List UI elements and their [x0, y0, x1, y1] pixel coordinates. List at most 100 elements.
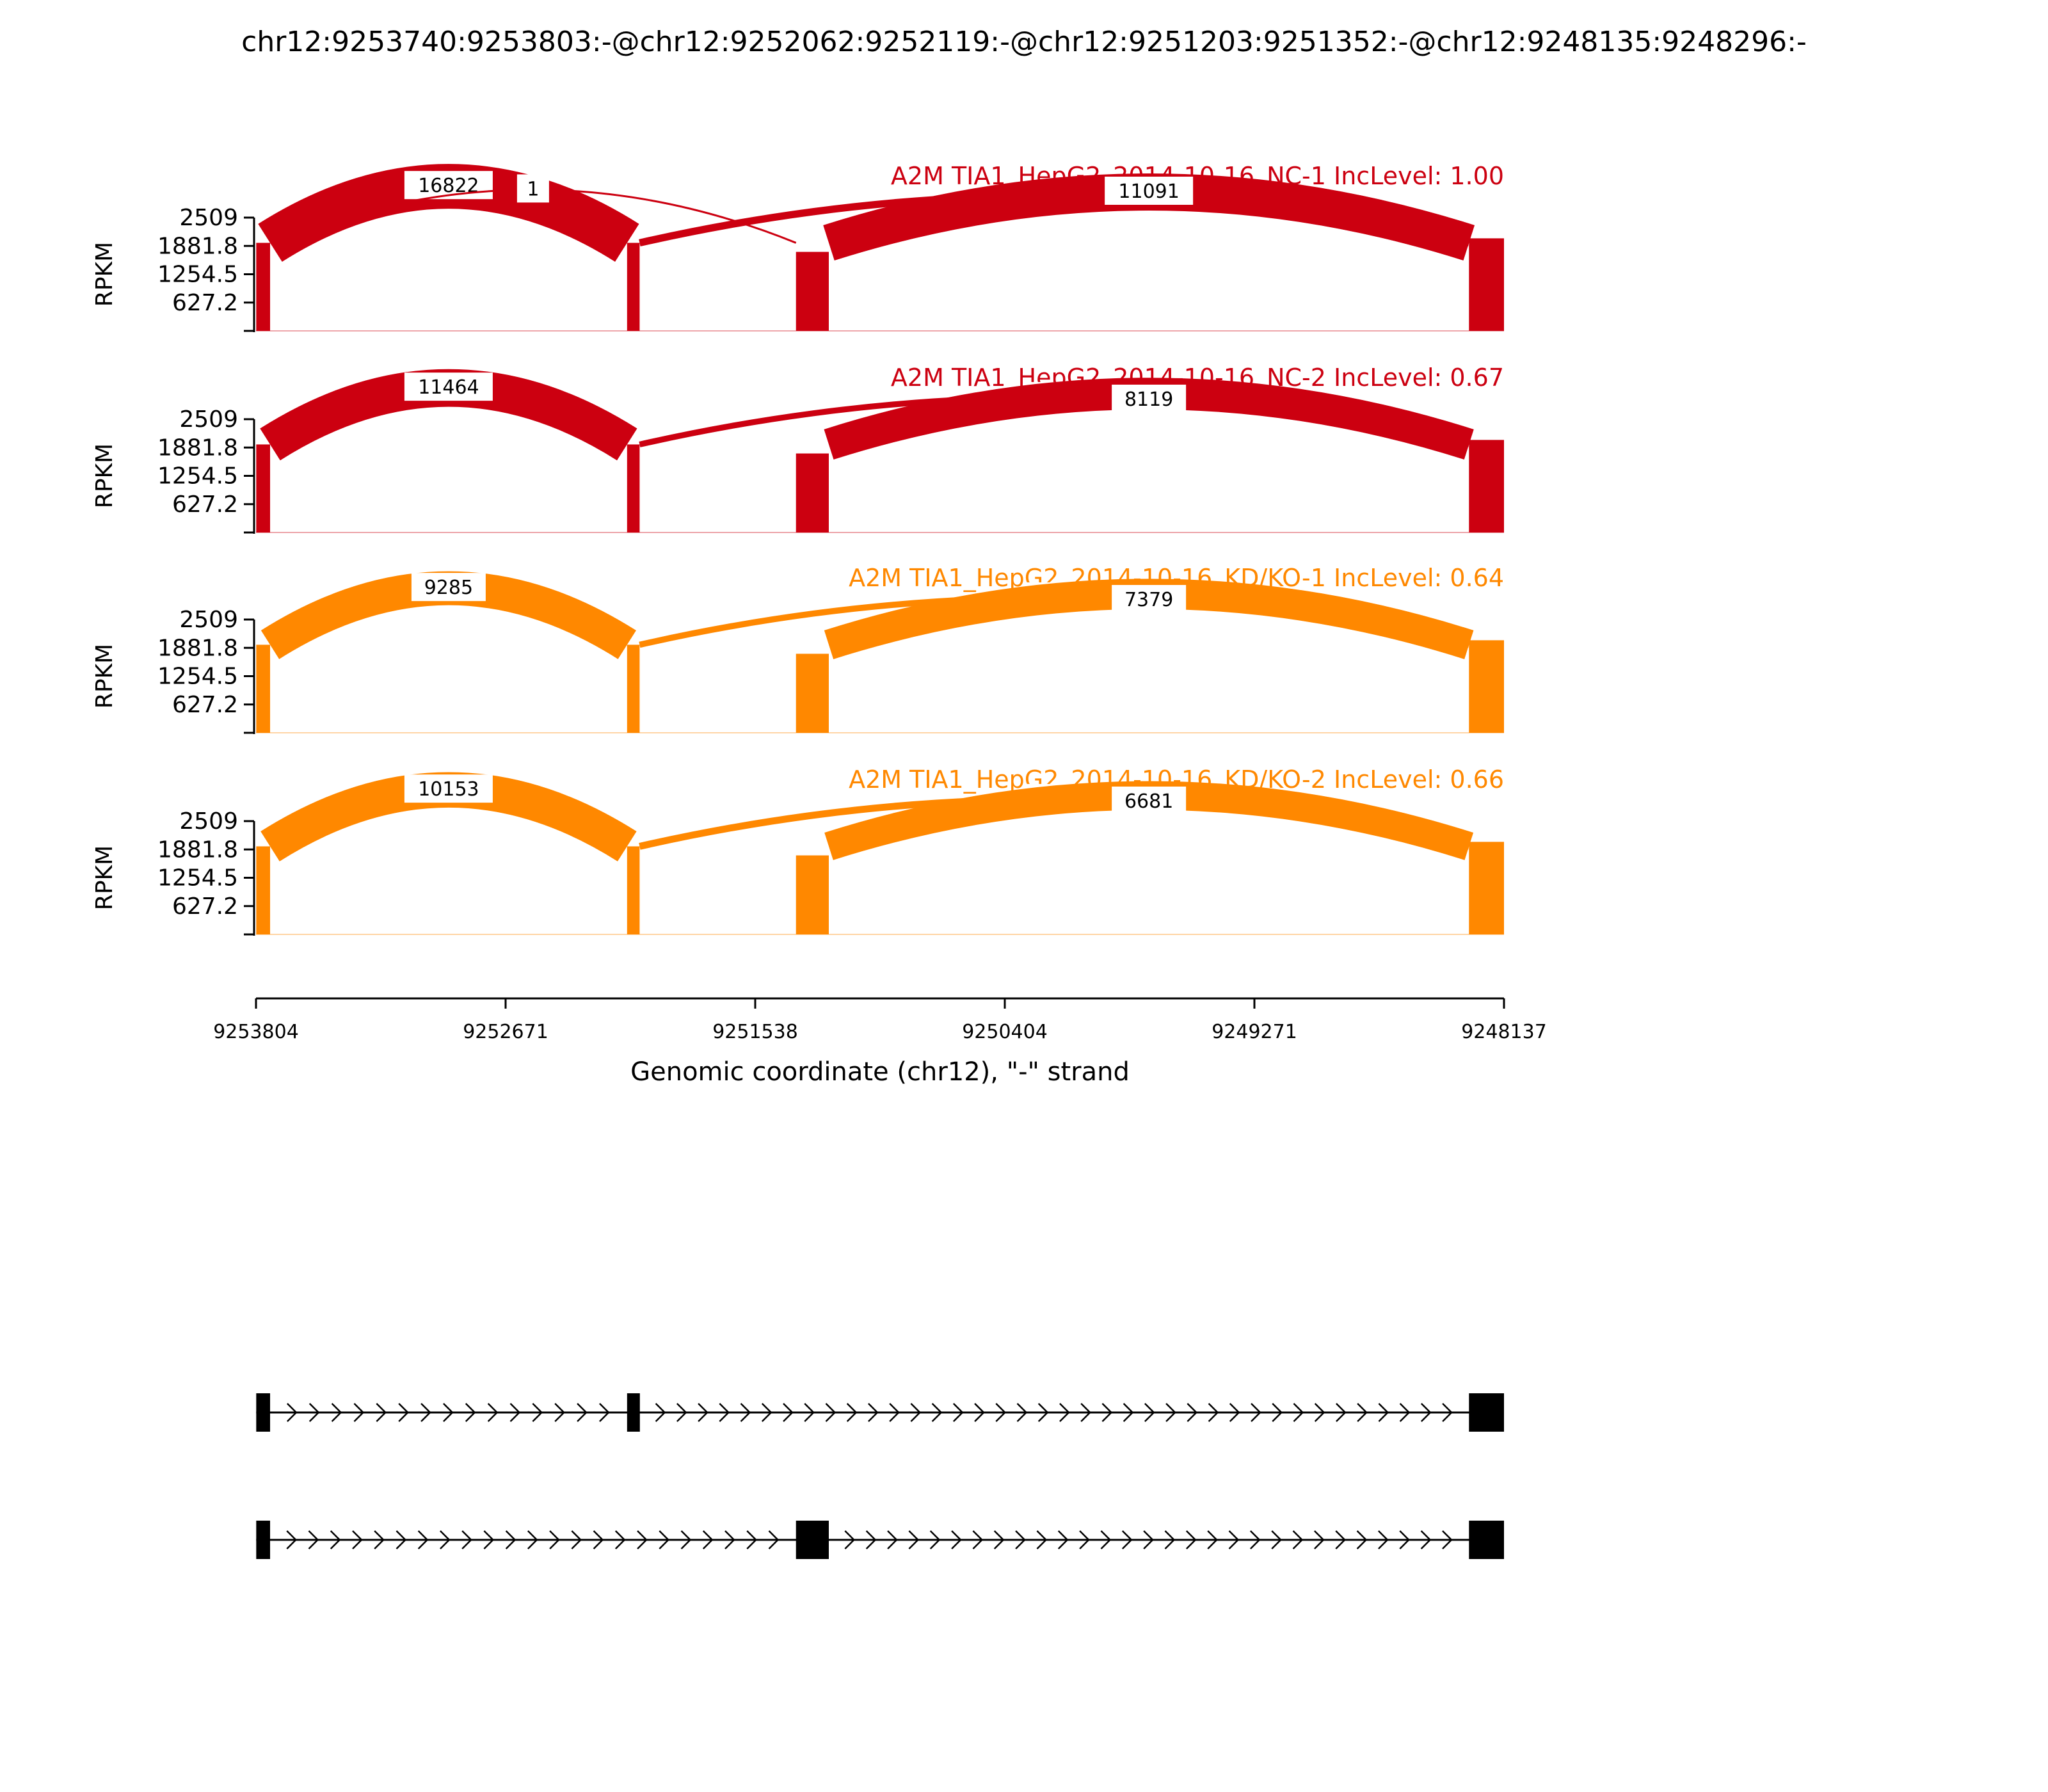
strand-arrow	[1144, 1403, 1155, 1422]
y-tick-label: 627.2	[172, 893, 238, 920]
junction-count-label: 9285	[424, 577, 473, 599]
strand-arrow	[1442, 1403, 1453, 1422]
strand-arrow	[1185, 1530, 1197, 1549]
strand-arrow	[1378, 1403, 1389, 1422]
strand-arrow	[804, 1403, 815, 1422]
strand-arrow	[614, 1530, 626, 1549]
exon-block	[796, 1521, 829, 1559]
figure-title: chr12:9253740:9253803:-@chr12:9252062:92…	[241, 26, 1807, 58]
strand-arrow	[1187, 1403, 1198, 1422]
strand-arrow	[487, 1403, 499, 1422]
strand-arrow	[599, 1403, 610, 1422]
strand-arrow	[761, 1403, 772, 1422]
junction-label-bg	[404, 774, 493, 803]
junction-count-label: 11464	[418, 376, 479, 399]
strand-arrow	[353, 1403, 365, 1422]
strand-arrow	[593, 1530, 604, 1549]
junction-label-bg	[1112, 385, 1187, 413]
strand-arrow	[995, 1403, 1007, 1422]
strand-arrow	[844, 1530, 856, 1549]
strand-arrow	[1356, 1530, 1368, 1549]
strand-arrow	[825, 1403, 836, 1422]
junction-label-bg	[1112, 585, 1187, 614]
strand-arrow	[461, 1530, 472, 1549]
x-tick-label: 9248137	[1461, 1021, 1547, 1043]
y-axis-label: RPKM	[92, 444, 118, 508]
junction-count-label: 7379	[1124, 589, 1173, 611]
isoform-row	[256, 1521, 1504, 1559]
strand-arrow	[1123, 1403, 1134, 1422]
strand-arrow	[376, 1403, 387, 1422]
y-tick-label: 627.2	[172, 290, 238, 316]
exon-block	[256, 1521, 271, 1559]
strand-arrow	[571, 1530, 582, 1549]
strand-arrow	[483, 1530, 495, 1549]
exon-coverage	[1469, 440, 1504, 532]
y-tick-label: 1881.8	[157, 836, 238, 863]
exon-coverage	[1469, 842, 1504, 934]
y-tick-label: 2509	[179, 808, 238, 835]
x-tick-label: 9250404	[962, 1021, 1048, 1043]
strand-arrow	[929, 1530, 941, 1549]
y-tick-label: 1254.5	[157, 865, 238, 892]
strand-arrow	[1399, 1403, 1411, 1422]
strand-arrow	[1100, 1530, 1112, 1549]
strand-arrow	[308, 1530, 319, 1549]
exon-coverage	[1469, 238, 1504, 331]
strand-arrow	[768, 1530, 780, 1549]
junction-label-bg	[1105, 177, 1194, 205]
exon-block	[256, 1393, 271, 1432]
y-tick-label: 1254.5	[157, 262, 238, 288]
strand-arrow	[1420, 1403, 1432, 1422]
strand-arrow	[1292, 1530, 1304, 1549]
strand-arrow	[287, 1403, 298, 1422]
strand-arrow	[1057, 1530, 1069, 1549]
strand-arrow	[1037, 1403, 1049, 1422]
strand-arrow	[1228, 1530, 1240, 1549]
strand-arrow	[783, 1403, 794, 1422]
strand-arrow	[1272, 1403, 1283, 1422]
y-tick-label: 627.2	[172, 692, 238, 718]
junction-label-bg	[404, 372, 493, 401]
strand-arrow	[1336, 1403, 1347, 1422]
strand-arrow	[1314, 1530, 1325, 1549]
x-tick-label: 9253804	[213, 1021, 299, 1043]
strand-arrow	[1036, 1530, 1048, 1549]
strand-arrow	[1442, 1530, 1453, 1549]
strand-arrow	[910, 1403, 922, 1422]
junction-label-bg	[411, 573, 486, 602]
y-tick-label: 2509	[179, 607, 238, 633]
strand-arrow	[1079, 1530, 1090, 1549]
strand-arrow	[1207, 1530, 1218, 1549]
strand-arrow	[1016, 1403, 1028, 1422]
junction-count-label: 6681	[1124, 790, 1173, 813]
junction-label-bg	[1112, 787, 1187, 815]
gene-model	[256, 1393, 1504, 1559]
junction-count-label: 8119	[1124, 388, 1173, 411]
y-tick-label: 1881.8	[157, 233, 238, 259]
strand-arrow	[972, 1530, 984, 1549]
y-axis-label: RPKM	[92, 845, 118, 910]
y-axis-label: RPKM	[92, 644, 118, 708]
exon-coverage	[627, 846, 640, 934]
strand-arrow	[1015, 1530, 1026, 1549]
strand-arrow	[509, 1403, 521, 1422]
exon-coverage	[256, 644, 271, 733]
strand-arrow	[330, 1530, 341, 1549]
junction-count-label: 10153	[418, 778, 479, 801]
strand-arrow	[1335, 1530, 1346, 1549]
y-tick-label: 1254.5	[157, 664, 238, 690]
strand-arrow	[527, 1530, 538, 1549]
strand-arrow	[374, 1530, 385, 1549]
strand-arrow	[1165, 1403, 1176, 1422]
strand-arrow	[1208, 1403, 1219, 1422]
exon-coverage	[256, 444, 271, 532]
strand-arrow	[308, 1403, 320, 1422]
strand-arrow	[420, 1403, 431, 1422]
exon-coverage	[796, 252, 829, 331]
exon-coverage	[796, 453, 829, 532]
strand-arrow	[655, 1403, 666, 1422]
